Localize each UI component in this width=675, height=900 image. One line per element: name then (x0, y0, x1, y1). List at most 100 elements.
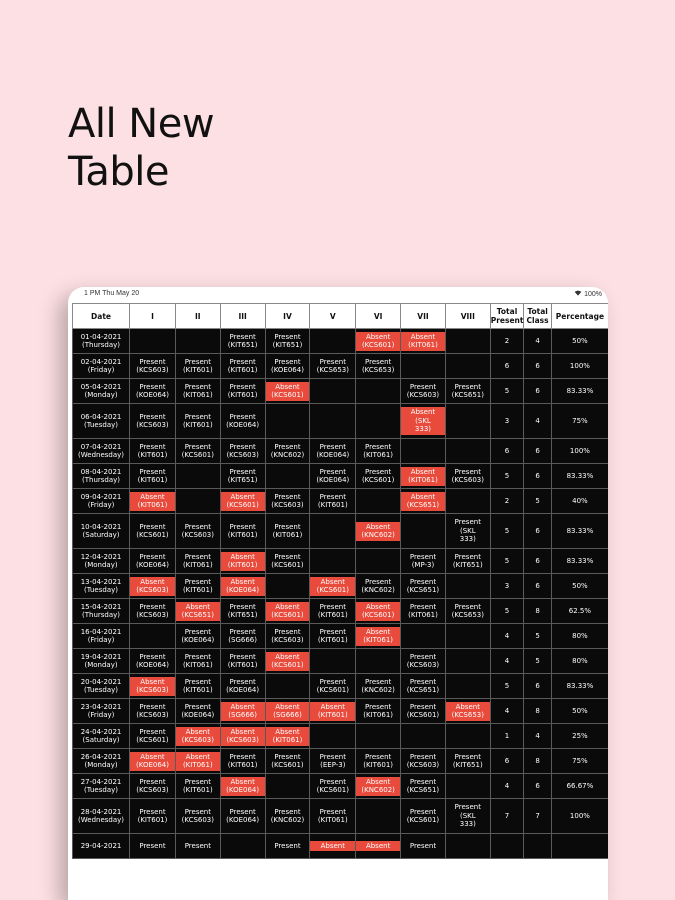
present-cell[interactable]: Present (KIT601) (219, 648, 266, 674)
absent-cell[interactable]: Absent (KCS601) (355, 598, 402, 624)
absent-cell[interactable]: Absent (KOE064) (219, 573, 266, 599)
present-cell[interactable]: Present (400, 833, 446, 859)
present-cell[interactable]: Present (KOE064) (309, 463, 357, 489)
absent-cell[interactable]: Absent (KCS601) (309, 573, 357, 599)
present-cell[interactable]: Present (KNC602) (355, 573, 402, 599)
present-cell[interactable]: Present (KCS601) (129, 513, 176, 549)
present-cell[interactable]: Present (SKL 333) (444, 798, 491, 834)
attendance-table-container[interactable]: Date I II III IV V VI VII VIII Total Present Total… (72, 303, 608, 863)
present-cell[interactable]: Present (MP-3) (400, 548, 446, 574)
present-cell[interactable]: Present (KNC602) (264, 798, 311, 834)
present-cell[interactable]: Present (KOE064) (129, 378, 176, 404)
table-row[interactable]: 26-04-2021 (Monday) Absent (KOE064) Absent… (72, 748, 608, 774)
present-cell[interactable]: Present (KCS603) (129, 598, 176, 624)
empty-cell[interactable] (309, 328, 357, 354)
table-row[interactable]: 12-04-2021 (Monday) Present (KOE064) Prese… (72, 548, 608, 574)
empty-cell[interactable] (355, 403, 402, 439)
empty-cell[interactable] (129, 328, 176, 354)
empty-cell[interactable] (174, 328, 221, 354)
empty-cell[interactable] (219, 833, 266, 859)
present-cell[interactable]: Present (KOE064) (174, 698, 221, 724)
present-cell[interactable]: Present (KIT601) (174, 673, 221, 699)
table-row[interactable]: 05-04-2021 (Monday) Present (KOE064) Prese… (72, 378, 608, 404)
table-row[interactable]: 10-04-2021 (Saturday) Present (KCS601) Pre… (72, 513, 608, 549)
present-cell[interactable]: Present (KOE064) (174, 623, 221, 649)
absent-cell[interactable]: Absent (355, 833, 402, 859)
empty-cell[interactable] (355, 548, 402, 574)
empty-cell[interactable] (174, 463, 221, 489)
present-cell[interactable]: Present (KIT601) (309, 598, 357, 624)
present-cell[interactable]: Present (KCS601) (129, 723, 176, 749)
empty-cell[interactable] (309, 548, 357, 574)
absent-cell[interactable]: Absent (KIT061) (174, 748, 221, 774)
empty-cell[interactable] (444, 773, 491, 799)
present-cell[interactable]: Present (KCS653) (309, 353, 357, 379)
present-cell[interactable]: Present (KIT601) (174, 353, 221, 379)
present-cell[interactable]: Present (129, 833, 176, 859)
absent-cell[interactable]: Absent (KNC602) (355, 513, 402, 549)
present-cell[interactable]: Present (KIT061) (355, 438, 402, 464)
empty-cell[interactable] (444, 438, 491, 464)
present-cell[interactable]: Present (KCS603) (129, 698, 176, 724)
present-cell[interactable]: Present (KNC602) (264, 438, 311, 464)
absent-cell[interactable]: Absent (KCS603) (219, 723, 266, 749)
empty-cell[interactable] (444, 328, 491, 354)
present-cell[interactable]: Present (SG666) (219, 623, 266, 649)
empty-cell[interactable] (400, 438, 446, 464)
present-cell[interactable]: Present (KIT601) (174, 773, 221, 799)
present-cell[interactable]: Present (KIT651) (219, 598, 266, 624)
empty-cell[interactable] (355, 488, 402, 514)
table-row[interactable]: 01-04-2021 (Thursday) Present (KIT651) Pre… (72, 328, 608, 354)
present-cell[interactable]: Present (KCS651) (444, 378, 491, 404)
present-cell[interactable]: Present (KOE064) (264, 353, 311, 379)
present-cell[interactable]: Present (KCS651) (400, 673, 446, 699)
empty-cell[interactable] (400, 623, 446, 649)
present-cell[interactable]: Present (KCS603) (400, 378, 446, 404)
present-cell[interactable]: Present (KCS603) (444, 463, 491, 489)
absent-cell[interactable]: Absent (KCS601) (264, 648, 311, 674)
empty-cell[interactable] (309, 403, 357, 439)
present-cell[interactable]: Present (KOE064) (219, 798, 266, 834)
present-cell[interactable]: Present (KOE064) (129, 548, 176, 574)
absent-cell[interactable]: Absent (KCS603) (129, 573, 176, 599)
empty-cell[interactable] (309, 648, 357, 674)
present-cell[interactable]: Present (KIT061) (174, 548, 221, 574)
absent-cell[interactable]: Absent (KCS601) (219, 488, 266, 514)
table-row[interactable]: 24-04-2021 (Saturday) Present (KCS601) Abs… (72, 723, 608, 749)
present-cell[interactable]: Present (KIT651) (264, 328, 311, 354)
present-cell[interactable]: Present (KIT601) (129, 463, 176, 489)
table-row[interactable]: 06-04-2021 (Tuesday) Present (KCS603) Pres… (72, 403, 608, 439)
present-cell[interactable]: Present (KCS603) (400, 748, 446, 774)
empty-cell[interactable] (444, 833, 491, 859)
table-row[interactable]: 09-04-2021 (Friday) Absent (KIT061) Absent… (72, 488, 608, 514)
present-cell[interactable]: Present (KCS603) (129, 353, 176, 379)
present-cell[interactable]: Present (KIT601) (219, 353, 266, 379)
present-cell[interactable]: Present (KCS601) (309, 773, 357, 799)
present-cell[interactable]: Present (KCS653) (355, 353, 402, 379)
present-cell[interactable]: Present (KIT061) (264, 513, 311, 549)
present-cell[interactable]: Present (SKL 333) (444, 513, 491, 549)
present-cell[interactable]: Present (KCS603) (129, 403, 176, 439)
present-cell[interactable]: Present (KCS601) (355, 463, 402, 489)
empty-cell[interactable] (444, 673, 491, 699)
absent-cell[interactable]: Absent (KCS603) (129, 673, 176, 699)
present-cell[interactable]: Present (264, 833, 311, 859)
present-cell[interactable]: Present (KCS653) (444, 598, 491, 624)
absent-cell[interactable]: Absent (SKL 333) (400, 403, 446, 439)
present-cell[interactable]: Present (KCS603) (219, 438, 266, 464)
absent-cell[interactable]: Absent (KCS601) (355, 328, 402, 354)
absent-cell[interactable]: Absent (KOE064) (219, 773, 266, 799)
empty-cell[interactable] (444, 648, 491, 674)
table-row[interactable]: 02-04-2021 (Friday) Present (KCS603) Prese… (72, 353, 608, 379)
table-row[interactable]: 08-04-2021 (Thursday) Present (KIT601) Pre… (72, 463, 608, 489)
empty-cell[interactable] (444, 488, 491, 514)
present-cell[interactable]: Present (KCS601) (400, 698, 446, 724)
present-cell[interactable]: Present (KCS601) (264, 548, 311, 574)
present-cell[interactable]: Present (KIT061) (174, 648, 221, 674)
empty-cell[interactable] (444, 623, 491, 649)
table-row[interactable]: 28-04-2021 (Wednesday) Present (KIT601) Pr… (72, 798, 608, 834)
present-cell[interactable]: Present (KCS651) (400, 573, 446, 599)
empty-cell[interactable] (174, 488, 221, 514)
empty-cell[interactable] (264, 573, 311, 599)
present-cell[interactable]: Present (KCS651) (400, 773, 446, 799)
